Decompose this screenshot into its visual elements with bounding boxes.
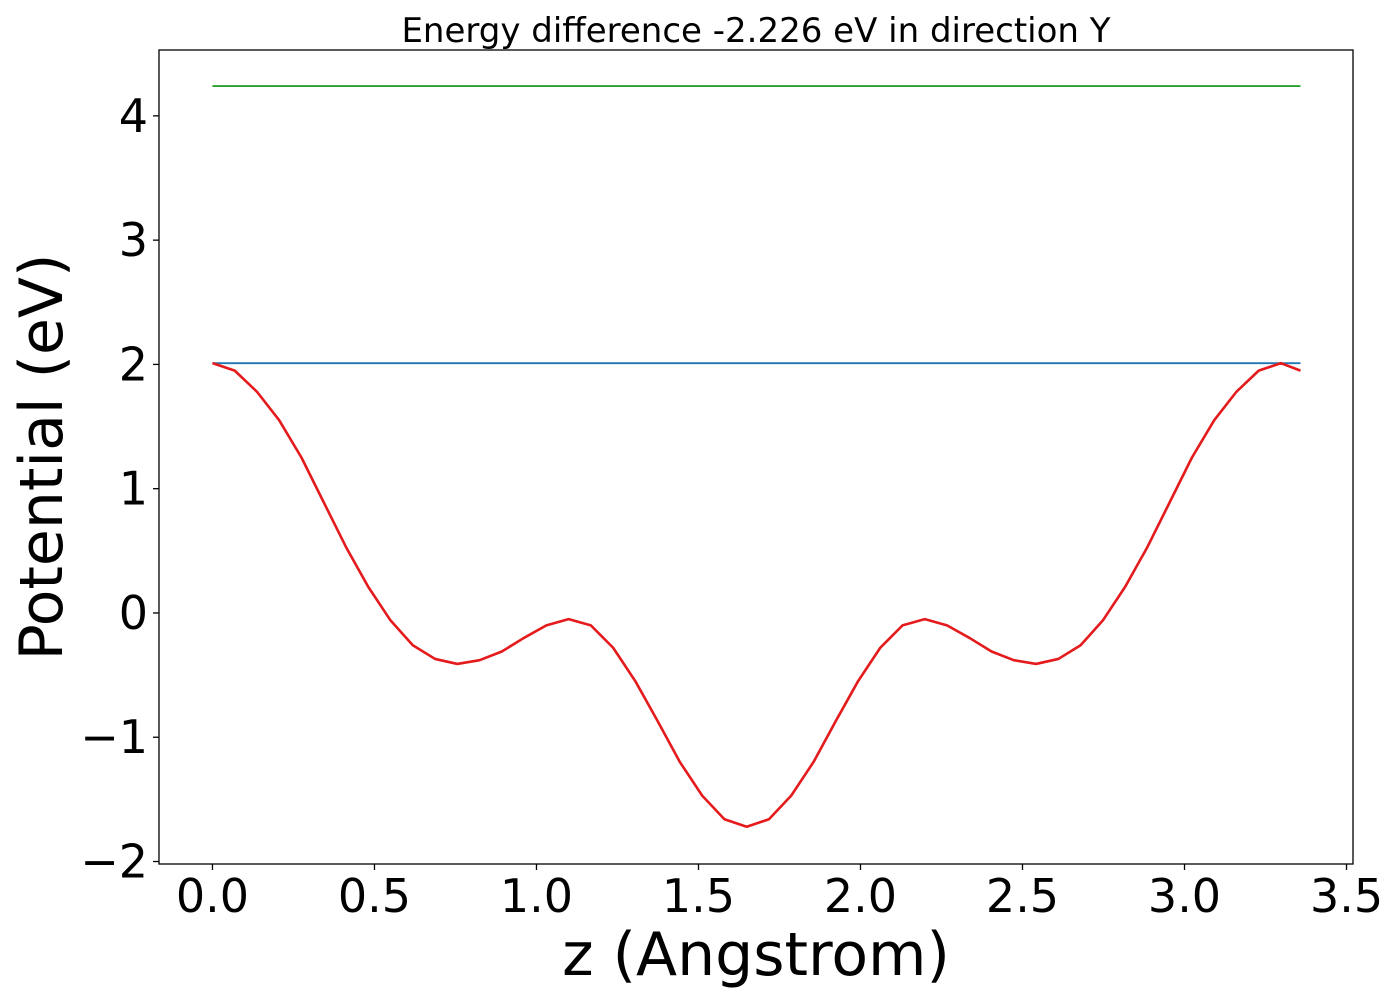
y-tick-label: 1 (119, 462, 148, 516)
series-layer (212, 85, 1301, 829)
x-tick-label: 0.5 (338, 869, 411, 923)
x-axis-label: z (Angstrom) (562, 920, 950, 990)
series-line-3 (212, 361, 1301, 829)
y-axis: −2 −1 0 1 2 3 4 (80, 89, 159, 889)
y-axis-label: Potential (eV) (7, 254, 77, 661)
y-tick-label: 3 (119, 213, 148, 267)
chart-title: Energy difference -2.226 eV in direction… (401, 11, 1110, 51)
x-tick-label: 3.0 (1148, 869, 1221, 923)
x-tick-label: 0.0 (176, 869, 249, 923)
x-tick-label: 3.5 (1310, 869, 1383, 923)
x-tick-label: 1.0 (500, 869, 573, 923)
x-tick-label: 2.5 (986, 869, 1059, 923)
y-tick-label: 2 (119, 337, 148, 391)
x-tick-label: 2.0 (824, 869, 897, 923)
y-tick-label: −2 (80, 835, 148, 889)
y-tick-label: 0 (119, 586, 148, 640)
y-tick-label: 4 (119, 89, 148, 143)
y-tick-label: −1 (80, 710, 148, 764)
x-axis: 0.0 0.5 1.0 1.5 2.0 2.5 3.0 3.5 (176, 864, 1383, 923)
axes-frame (158, 49, 1354, 865)
x-tick-label: 1.5 (662, 869, 735, 923)
plot-area (158, 49, 1354, 865)
